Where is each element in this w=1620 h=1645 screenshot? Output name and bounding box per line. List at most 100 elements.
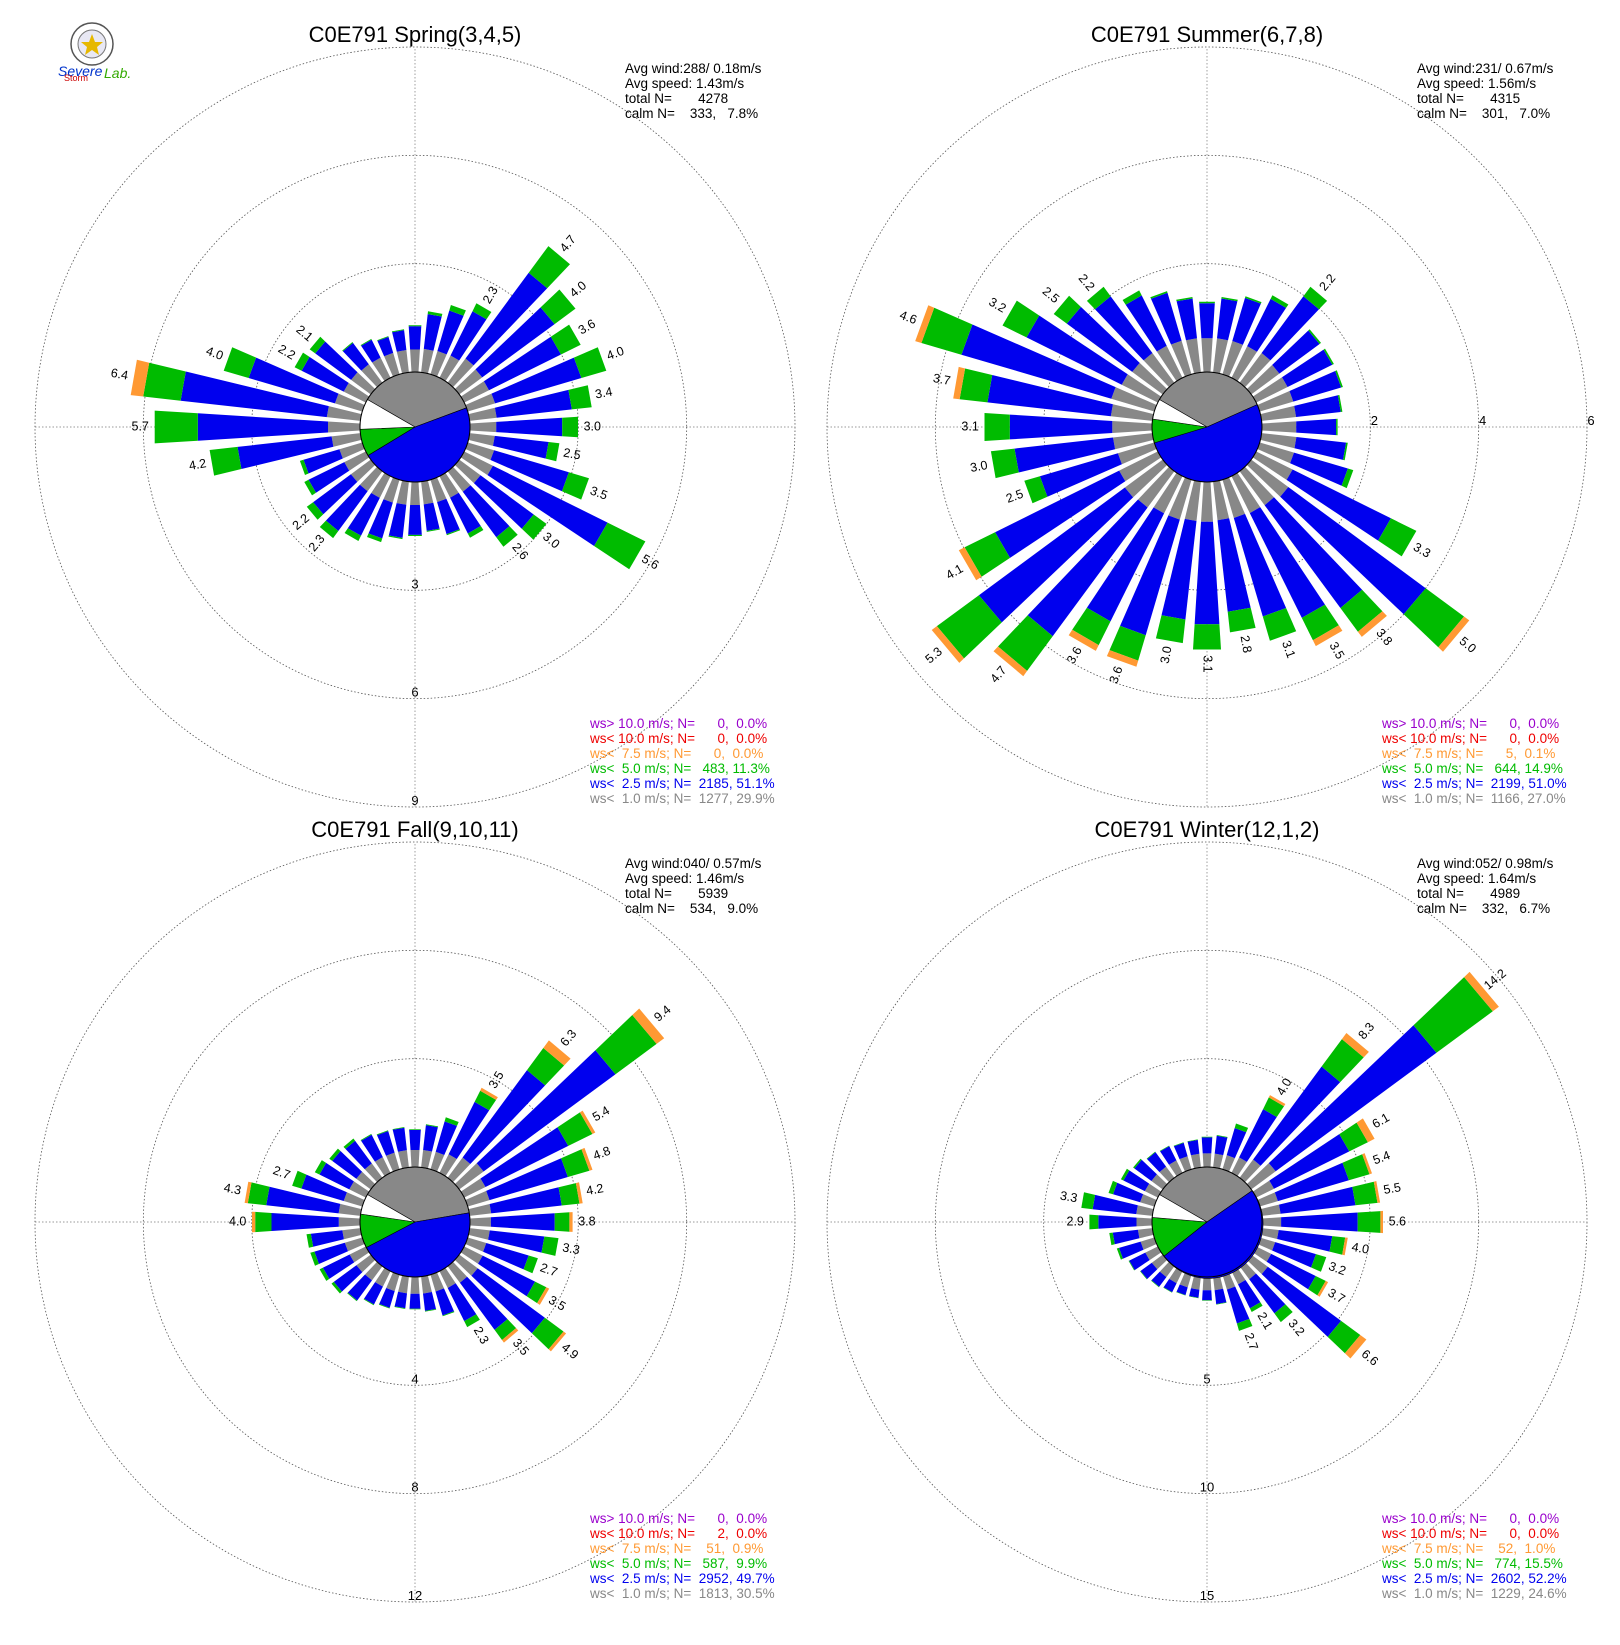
bar-segment-green (540, 289, 576, 325)
ring-label: 10 (1200, 1480, 1214, 1495)
bar-segment-gray (1159, 1261, 1175, 1278)
bar-segment-gray (1117, 442, 1157, 465)
bar-segment-blue (1280, 487, 1426, 615)
bar-dir-270: 3.1 (961, 413, 1153, 441)
bar-segment-orange (1356, 1118, 1375, 1143)
bar-segment-blue (437, 310, 464, 355)
bar-value-label: 5.7 (132, 419, 149, 433)
direction-bars: 3.56.39.45.44.84.23.83.32.73.54.93.52.34… (223, 1002, 674, 1362)
bar-segment-green (425, 1124, 439, 1128)
bar-value-label: 3.8 (1373, 626, 1395, 648)
bar-dir-110: 2.7 (465, 1237, 559, 1280)
bar-dir-230 (331, 1254, 376, 1294)
bar-segment-orange (1362, 1153, 1372, 1175)
bar-segment-gray (1246, 1163, 1276, 1190)
bar-segment-blue (361, 339, 381, 363)
bar-dir-120: 5.6 (460, 451, 661, 572)
bar-segment-blue (1281, 1212, 1358, 1232)
bar-segment-gray (1222, 341, 1243, 377)
bar-segment-green (464, 1314, 480, 1328)
bar-segment-green (531, 1317, 564, 1350)
bar-segment-green (1122, 290, 1142, 305)
bar-segment-gray (356, 1171, 376, 1190)
bar-segment-gray (342, 1228, 362, 1240)
bar-segment-blue (423, 314, 442, 351)
bar-segment-gray (339, 442, 365, 459)
bar-value-label: 3.6 (576, 316, 598, 337)
bar-segment-orange (537, 1287, 550, 1305)
bar-segment-gray (356, 1254, 376, 1273)
bar-segment-green (367, 533, 383, 543)
bar-segment-blue (1129, 1252, 1150, 1271)
bar-dir-230: 2.2 (290, 459, 376, 533)
bar-segment-green (255, 1211, 272, 1233)
bar-segment-green (392, 1127, 405, 1130)
bar-segment-gray (374, 1157, 391, 1177)
bar-segment-blue (462, 485, 510, 538)
bar-dir-310 (329, 1148, 376, 1190)
bar-dir-330 (360, 1133, 391, 1177)
bar-segment-gray (349, 1181, 370, 1198)
bar-segment-green (1245, 296, 1262, 304)
bar-segment-green (360, 338, 372, 346)
bar-segment-blue (1151, 1271, 1167, 1287)
bar-segment-green (467, 526, 484, 538)
bar-dir-310 (1133, 1158, 1168, 1190)
bar-segment-gray (410, 481, 420, 505)
bar-segment-blue (248, 357, 339, 404)
bar-segment-orange (579, 1110, 596, 1134)
stat-avg-speed: Avg speed: 1.56m/s (1417, 76, 1536, 91)
ring-6 (826, 46, 1588, 808)
bar-segment-orange (1317, 1280, 1329, 1297)
bar-dir-330 (1122, 290, 1183, 382)
bar-segment-gray (1231, 1157, 1247, 1177)
bar-segment-blue (1294, 395, 1341, 417)
stat-total: total N= 4989 (1417, 886, 1520, 901)
bar-segment-gray (421, 1275, 432, 1294)
bar-segment-gray (1213, 480, 1230, 521)
bar-segment-gray (350, 459, 376, 482)
bar-segment-green (292, 1170, 307, 1189)
bar-segment-gray (454, 1254, 478, 1276)
calm-circle (1151, 1166, 1263, 1278)
bar-segment-gray (1261, 421, 1297, 433)
bar-dir-230 (1140, 1254, 1168, 1280)
bar-segment-orange (1380, 1210, 1383, 1234)
bar-segment-gray (1169, 1160, 1183, 1177)
bar-value-label: 2.7 (1242, 1331, 1261, 1352)
bar-dir-80: 5.5 (1260, 1180, 1402, 1216)
bar-segment-gray (1124, 459, 1168, 498)
bar-segment-blue (1014, 437, 1116, 473)
bar-segment-green (306, 502, 324, 520)
bar-segment-blue (1226, 1286, 1250, 1324)
bar-value-label: 3.3 (1411, 540, 1433, 561)
bar-segment-blue (483, 1243, 529, 1270)
bar-segment-gray (468, 1228, 490, 1240)
bar-segment-blue (266, 1186, 341, 1214)
bar-segment-green (223, 347, 257, 378)
bar-dir-80 (1260, 395, 1343, 421)
bar-segment-gray (344, 1237, 365, 1252)
bar-segment-blue (313, 474, 358, 515)
bar-value-label: 5.3 (923, 644, 945, 666)
ring-8 (142, 949, 688, 1495)
bar-dir-240: 4.1 (944, 451, 1162, 582)
logo-text-storm: Storm (64, 73, 88, 83)
bar-segment-gray (454, 459, 481, 484)
bar-segment-green (319, 520, 339, 539)
bar-dir-100: 2.5 (468, 433, 582, 462)
ring-label: 6 (1587, 413, 1594, 428)
bar-segment-blue (303, 449, 343, 474)
bar-value-label: 3.5 (546, 1293, 568, 1314)
bar-segment-blue (347, 1274, 372, 1301)
bar-dir-40: 4.7 (447, 232, 579, 388)
bar-value-label: 3.7 (932, 371, 952, 388)
bar-segment-blue (1123, 1170, 1150, 1192)
bar-segment-blue (364, 1282, 383, 1305)
bar-segment-green (1193, 624, 1221, 650)
bar-segment-blue (1261, 296, 1319, 361)
bar-segment-gray (1239, 1159, 1261, 1183)
bar-segment-gray (383, 477, 400, 503)
bar-segment-gray (361, 364, 383, 388)
bar-segment-gray (468, 407, 497, 421)
